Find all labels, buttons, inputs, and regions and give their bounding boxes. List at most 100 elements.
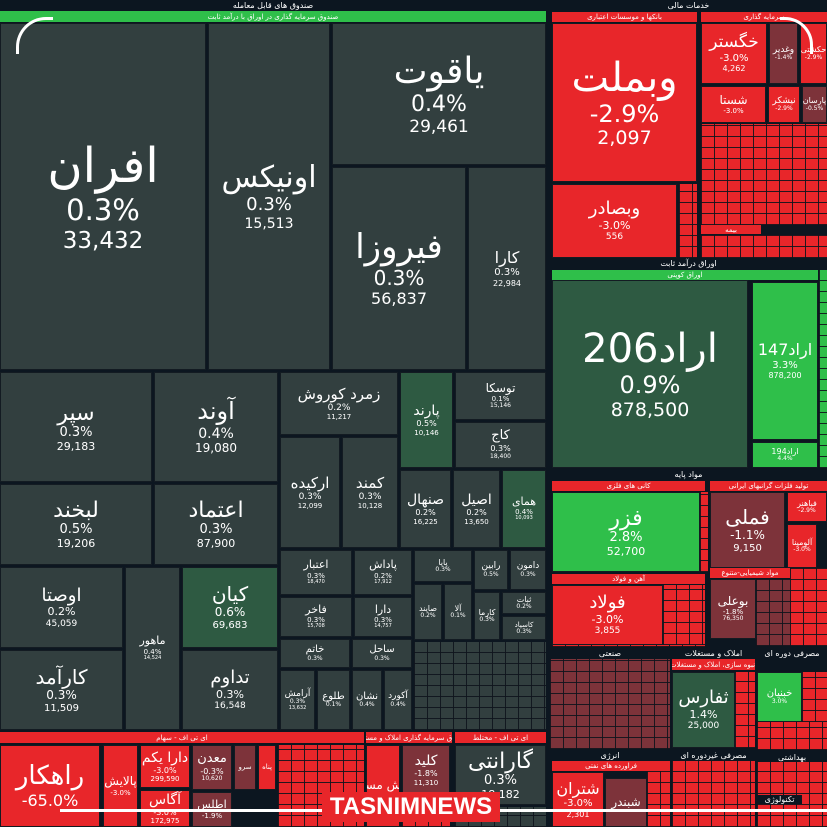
stock-tile[interactable]: بوعلی -1.8% 76,350 [710,579,756,639]
stock-tile[interactable]: فزر 2.8% 52,700 [552,492,700,572]
stock-tile[interactable]: اصیل 0.2% 13,650 [453,470,500,548]
stock-tile[interactable]: اونیکس 0.3% 15,513 [208,23,330,370]
stock-tile[interactable]: ساحل 0.3% [352,639,412,668]
stock-tile[interactable]: اراد147 3.3% 878,200 [752,282,818,440]
stock-tile[interactable]: ماهور 0.4% 14,524 [125,567,180,730]
stock-tile[interactable]: دارا 0.3% 14,757 [354,597,412,637]
stock-tile[interactable]: کمند 0.3% 10,128 [342,437,398,548]
stock-tile[interactable]: صنهال 0.2% 16,225 [400,470,451,548]
stock-tile[interactable]: توسکا 0.1% 15,146 [455,372,546,420]
sector-header[interactable]: صندوق های قابل معامله [0,0,546,11]
stock-tile[interactable]: رابین 0.5% [474,550,508,590]
stock-tile[interactable]: فملی -1.1% 9,150 [710,492,785,568]
stock-tile[interactable]: پارسان -0.5% [802,86,827,123]
stock-tile[interactable]: کلید -1.8% 11,310 [402,745,450,795]
stock-tile[interactable]: ثفارس 1.4% 25,000 [672,672,735,748]
volume-value: 52,700 [606,544,646,558]
volume-value: 13,632 [288,704,307,711]
small-tiles-cluster [701,124,827,225]
stock-tile[interactable]: ارکیده 0.3% 12,099 [280,437,340,548]
sector-header[interactable]: اوراق کوپنی [552,270,818,280]
sector-header[interactable]: املاک و مستغلات [672,648,755,658]
sector-header[interactable]: صنعتی [550,648,670,658]
stock-tile[interactable]: پاداش 0.2% 17,912 [354,550,412,595]
volume-value: 10,128 [357,502,383,511]
stock-tile[interactable]: پناه [258,745,276,790]
stock-tile[interactable]: خگستر -3.0% 4,262 [701,23,767,84]
stock-tile[interactable]: کارآمد 0.3% 11,509 [0,650,123,730]
stock-tile[interactable]: صایند 0.2% [414,584,442,640]
sector-header[interactable]: مصرفی غیردوره ای [672,750,755,760]
sector-header[interactable]: مواد شیمیایی-متنوع [710,568,790,578]
stock-tile[interactable]: پایا 0.3% [414,550,472,582]
stock-tile[interactable]: زمرد کوروش 0.2% 11,217 [280,372,398,435]
stock-tile[interactable]: نیشکر -2.9% [768,86,800,123]
stock-tile[interactable]: وبملت -2.9% 2,097 [552,23,697,182]
stock-tile[interactable]: افران 0.3% 33,432 [0,23,206,370]
stock-tile[interactable]: راهکار -65.0% [0,745,100,827]
sector-header[interactable]: ای تی اف - سهام [0,732,364,743]
stock-tile[interactable]: آکورد 0.4% [384,670,412,730]
stock-tile[interactable]: سپر 0.3% 29,183 [0,372,152,482]
sector-header[interactable]: ای تی اف - مختلط [455,732,546,743]
stock-tile[interactable]: یاقوت 0.4% 29,461 [332,23,546,165]
sector-header[interactable]: سرمایه گذاری [701,12,827,22]
stock-tile[interactable]: خاتم 0.3% [280,639,350,668]
stock-tile[interactable]: کارا 0.3% 22,984 [468,167,546,370]
sector-header[interactable]: فراورده های نفتی [552,761,670,771]
stock-tile[interactable]: کارما 0.3% [474,592,500,640]
stock-tile[interactable]: سرو [234,745,256,790]
stock-tile[interactable]: آوند 0.4% 19,080 [154,372,278,482]
stock-tile[interactable]: اوصتا 0.2% 45,059 [0,567,123,648]
sector-header[interactable]: تولید فلزات گرانبهای ایرانی [710,481,827,491]
stock-tile[interactable]: فیروزا 0.3% 56,837 [332,167,466,370]
stock-tile[interactable]: آگاس -3.0% 172,975 [140,790,190,827]
stock-tile[interactable]: پالایش -3.0% [103,745,138,827]
stock-tile[interactable]: همای 0.4% 10,093 [502,470,546,548]
stock-tile[interactable]: تداوم 0.3% 16,548 [182,650,278,730]
stock-tile[interactable]: شبندر [605,778,647,827]
stock-tile[interactable]: کاج 0.3% 18,400 [455,422,546,468]
stock-tile[interactable]: کیان 0.6% 69,683 [182,567,278,648]
sector-header[interactable]: صندوق سرمایه گذاری املاک و مستغلات [366,732,452,743]
sector-header[interactable]: صندوق سرمایه گذاری در اوراق با درآمد ثاب… [0,11,546,22]
stock-tile[interactable]: طلوع 0.1% [317,670,350,730]
stock-tile[interactable]: آلا 0.1% [444,584,472,640]
sector-header[interactable]: آهن و فولاد [552,574,705,584]
stock-tile[interactable]: ثبات 0.2% [502,592,546,614]
sector-header[interactable]: اوراق درآمد ثابت [550,258,827,269]
stock-tile[interactable]: اعتماد 0.3% 87,900 [154,484,278,565]
stock-tile[interactable]: دارا یکم -3.0% 299,590 [140,745,190,788]
stock-tile[interactable]: معدن -0.3% 10,620 [192,745,232,790]
sector-header[interactable]: کانی های فلزی [552,481,705,491]
change-percent: 0.3% [516,627,532,635]
stock-tile[interactable]: فولاد -3.0% 3,855 [552,585,663,645]
stock-tile[interactable]: اراد206 0.9% 878,500 [552,280,748,468]
sector-header[interactable]: مصرفی دوره ای [757,648,827,658]
stock-tile[interactable]: نشان 0.4% [352,670,382,730]
stock-tile[interactable]: پارند 0.5% 10,146 [400,372,453,468]
stock-tile[interactable]: لبخند 0.5% 19,206 [0,484,152,565]
stock-tile[interactable]: اعتبار 0.3% 18,470 [280,550,352,595]
stock-tile[interactable]: وبصادر -3.0% 556 [552,184,677,258]
stock-tile[interactable]: شتران -3.0% 2,301 [552,772,604,827]
sector-header[interactable]: بانکها و موسسات اعتباری [552,12,697,22]
sector-header[interactable]: بهداشتی [757,752,827,762]
stock-tile[interactable]: فاخر 0.3% 15,708 [280,597,352,637]
stock-tile[interactable]: دامون 0.3% [510,550,546,590]
change-percent: -2.9% [589,99,660,128]
stock-tile[interactable]: فباهنر -2.9% [787,492,827,522]
stock-tile[interactable]: آلومینا -3.0% [787,524,817,568]
sector-header[interactable]: تکنولوژی [757,795,802,804]
stock-tile[interactable]: کاسپاد 0.3% [502,616,546,640]
sector-header[interactable]: انبوه سازی، املاک و مستغلات [672,659,755,670]
sector-header[interactable]: مواد پایه [550,469,827,480]
stock-tile[interactable]: آرامش 0.3% 13,632 [280,670,315,730]
sector-header[interactable]: انرژی [550,750,670,760]
stock-tile[interactable]: شستا -3.0% [701,86,766,123]
change-percent: -2.9% [804,53,823,61]
stock-tile[interactable]: خبنیان 3.0% [757,672,802,722]
sector-header[interactable]: بیمه [701,225,761,234]
stock-tile[interactable]: اراد194 4.4% [752,442,818,468]
sector-header[interactable]: خدمات مالی [550,0,827,11]
